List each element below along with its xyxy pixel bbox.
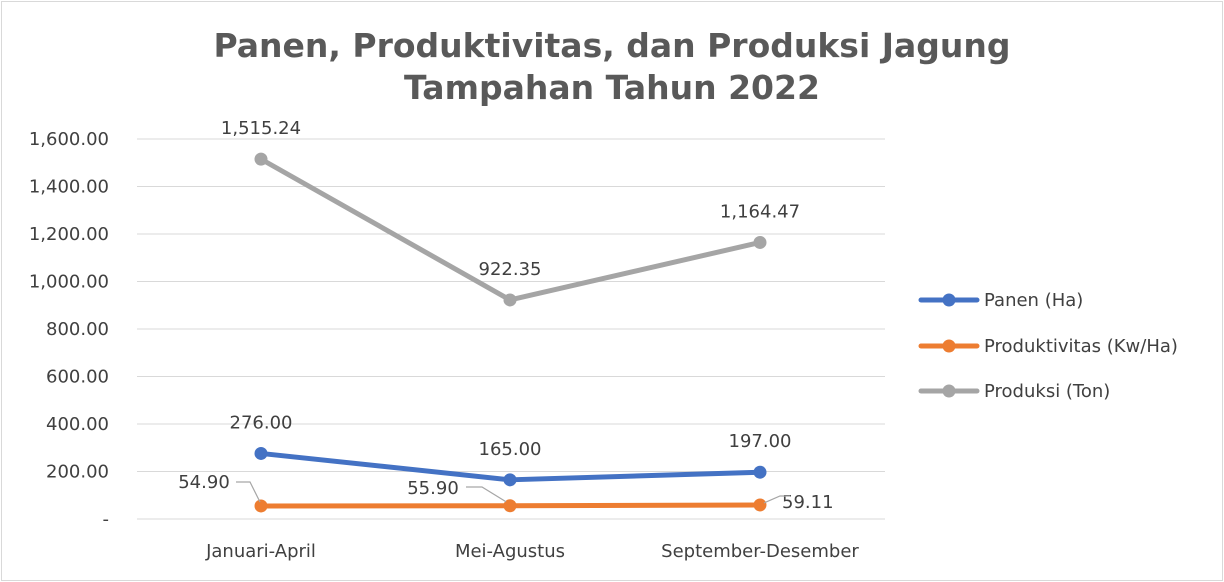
gridlines <box>137 138 885 520</box>
data-label: 276.00 <box>230 412 293 433</box>
data-label: 1,164.47 <box>720 201 800 222</box>
y-tick-label: 400.00 <box>46 414 109 435</box>
legend-swatch-marker <box>942 293 956 307</box>
data-point <box>753 498 767 512</box>
y-tick-label: 1,000.00 <box>29 272 109 293</box>
data-label: 1,515.24 <box>221 118 301 139</box>
legend: Panen (Ha) Produktivitas (Kw/Ha) Produksi … <box>918 290 1178 402</box>
leader-line <box>466 486 507 503</box>
data-label: 54.90 <box>178 472 230 493</box>
data-label: 55.90 <box>407 478 459 499</box>
x-tick-label: September-Desember <box>661 541 859 562</box>
data-label: 922.35 <box>479 259 542 280</box>
series-lines <box>254 152 767 513</box>
legend-label: Produksi (Ton) <box>984 381 1110 402</box>
data-point <box>503 473 517 487</box>
data-point <box>254 152 268 166</box>
leader-line <box>763 495 790 504</box>
data-label: 59.11 <box>782 492 834 513</box>
chart-title: Panen, Produktivitas, dan Produksi Jagun… <box>213 26 1010 107</box>
x-tick-label: Januari-April <box>205 541 316 562</box>
data-point <box>254 499 268 513</box>
x-axis-tick-labels: Januari-April Mei-Agustus September-Desemb… <box>205 541 859 562</box>
data-labels: 1,515.24 922.35 1,164.47 276.00 165.00 197.00… <box>178 118 833 513</box>
data-point <box>503 293 517 307</box>
y-tick-label: 1,600.00 <box>29 129 109 150</box>
legend-label: Panen (Ha) <box>984 290 1083 311</box>
y-tick-label: 800.00 <box>46 319 109 340</box>
y-axis-tick-labels: - 200.00 400.00 600.00 800.00 1,000.00 1,200.0… <box>29 129 109 530</box>
y-tick-label: 200.00 <box>46 462 109 483</box>
data-point <box>254 446 268 460</box>
chart-title-line-2: Tampahan Tahun 2022 <box>404 68 820 107</box>
data-point <box>753 235 767 249</box>
legend-swatch-marker <box>942 339 956 353</box>
data-point <box>753 465 767 479</box>
y-tick-label: - <box>103 509 110 530</box>
data-label: 165.00 <box>479 439 542 460</box>
legend-label: Produktivitas (Kw/Ha) <box>984 336 1178 357</box>
y-tick-label: 600.00 <box>46 367 109 388</box>
chart-title-line-1: Panen, Produktivitas, dan Produksi Jagun… <box>213 26 1010 65</box>
y-tick-label: 1,400.00 <box>29 177 109 198</box>
x-tick-label: Mei-Agustus <box>455 541 565 562</box>
data-point <box>503 499 517 513</box>
legend-swatch-marker <box>942 384 956 398</box>
y-tick-label: 1,200.00 <box>29 224 109 245</box>
leader-line <box>236 481 261 503</box>
data-label: 197.00 <box>729 431 792 452</box>
